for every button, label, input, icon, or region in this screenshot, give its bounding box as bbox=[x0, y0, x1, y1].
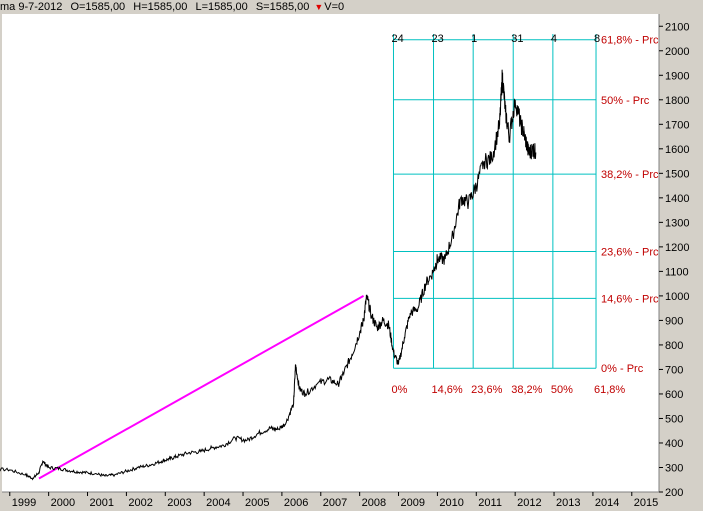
x-tick-label: 2009 bbox=[401, 497, 425, 509]
date-label: ma 9-7-2012 bbox=[0, 1, 63, 13]
x-tick-label: 2013 bbox=[556, 497, 580, 509]
x-tick-label: 2015 bbox=[634, 497, 658, 509]
fib-level-label: 50% - Prc bbox=[601, 95, 650, 107]
close-value: S=1585,00 bbox=[255, 1, 310, 13]
y-tick-label: 800 bbox=[665, 340, 683, 352]
y-tick-label: 1900 bbox=[665, 70, 689, 82]
x-tick-label: 2000 bbox=[51, 497, 75, 509]
fib-level-label: 61,8% - Prc bbox=[601, 35, 659, 47]
fib-top-label: 1 bbox=[471, 33, 477, 45]
down-arrow-icon: ▼ bbox=[314, 2, 324, 12]
fib-level-label: 14,6% - Prc bbox=[601, 293, 659, 305]
high-value: H=1585,00 bbox=[133, 1, 188, 13]
x-tick-label: 2004 bbox=[206, 497, 230, 509]
ohlc-info-bar: ma 9-7-2012 O=1585,00 H=1585,00 L=1585,0… bbox=[0, 0, 703, 14]
y-tick-label: 1500 bbox=[665, 168, 689, 180]
y-tick-label: 400 bbox=[665, 438, 683, 450]
price-chart[interactable]: 0% - Prc 14,6% - Prc 23,6% - Prc 38,2% - Pr… bbox=[0, 14, 703, 511]
y-tick-label: 300 bbox=[665, 462, 683, 474]
x-axis: 1999 2000 2001 2002 2003 2004 2005 2006 2007 2008… bbox=[2, 491, 659, 509]
fib-top-label: 24 bbox=[391, 33, 403, 45]
x-tick-label: 2012 bbox=[517, 497, 541, 509]
y-axis: 200 300 400 500 600 700 800 900 1000 1100 1200 1300… bbox=[658, 14, 689, 499]
trendline-layer bbox=[38, 295, 365, 480]
fib-time-label: 50% bbox=[551, 384, 573, 396]
y-tick-label: 1300 bbox=[665, 217, 689, 229]
fib-top-label: 23 bbox=[432, 33, 444, 45]
fib-top-label: 8 bbox=[594, 33, 600, 45]
fib-time-label: 14,6% bbox=[432, 384, 463, 396]
x-tick-label: 2014 bbox=[595, 497, 619, 509]
x-tick-label: 2005 bbox=[245, 497, 269, 509]
fibonacci-grid: 0% - Prc 14,6% - Prc 23,6% - Prc 38,2% - Pr… bbox=[391, 33, 659, 396]
x-tick-label: 1999 bbox=[12, 497, 36, 509]
volume-value: V=0 bbox=[324, 1, 345, 13]
y-tick-label: 1100 bbox=[665, 266, 689, 278]
fib-level-label: 38,2% - Prc bbox=[601, 169, 659, 181]
y-tick-label: 700 bbox=[665, 364, 683, 376]
fib-top-label: 4 bbox=[551, 33, 557, 45]
x-tick-label: 2002 bbox=[128, 497, 152, 509]
open-value: O=1585,00 bbox=[70, 1, 126, 13]
x-tick-label: 2007 bbox=[323, 497, 347, 509]
y-tick-label: 1400 bbox=[665, 193, 689, 205]
x-tick-label: 2006 bbox=[284, 497, 308, 509]
y-tick-label: 1000 bbox=[665, 291, 689, 303]
fib-time-label: 0% bbox=[391, 384, 407, 396]
price-series-line bbox=[0, 69, 537, 481]
y-tick-label: 1600 bbox=[665, 144, 689, 156]
fib-level-label: 23,6% - Prc bbox=[601, 247, 659, 259]
y-tick-label: 1800 bbox=[665, 95, 689, 107]
x-tick-label: 2010 bbox=[439, 497, 463, 509]
y-tick-label: 200 bbox=[665, 487, 683, 499]
fib-top-label: 31 bbox=[511, 33, 523, 45]
x-tick-label: 2003 bbox=[167, 497, 191, 509]
fib-time-label: 38,2% bbox=[511, 384, 542, 396]
fib-time-label: 61,8% bbox=[594, 384, 625, 396]
x-tick-label: 2011 bbox=[478, 497, 502, 509]
x-tick-label: 2008 bbox=[362, 497, 386, 509]
y-tick-label: 1200 bbox=[665, 242, 689, 254]
y-tick-label: 2100 bbox=[665, 21, 689, 33]
y-tick-label: 900 bbox=[665, 315, 683, 327]
plot-area bbox=[2, 14, 659, 492]
x-tick-label: 2001 bbox=[90, 497, 114, 509]
y-tick-label: 2000 bbox=[665, 46, 689, 58]
y-tick-label: 600 bbox=[665, 389, 683, 401]
price-series-layer bbox=[0, 69, 537, 481]
y-tick-label: 1700 bbox=[665, 119, 689, 131]
fib-level-label: 0% - Prc bbox=[601, 363, 644, 375]
fib-time-label: 23,6% bbox=[471, 384, 502, 396]
y-tick-label: 500 bbox=[665, 413, 683, 425]
trendline[interactable] bbox=[38, 295, 365, 480]
low-value: L=1585,00 bbox=[195, 1, 248, 13]
